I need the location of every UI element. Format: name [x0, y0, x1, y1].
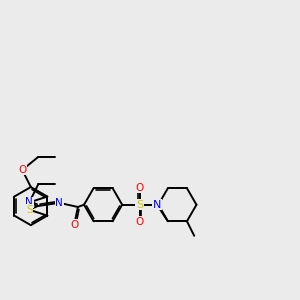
Text: O: O — [18, 165, 26, 175]
Text: O: O — [135, 217, 144, 226]
Text: S: S — [136, 200, 143, 210]
Text: N: N — [153, 200, 161, 210]
Text: N: N — [56, 198, 63, 208]
Text: O: O — [70, 220, 78, 230]
Text: O: O — [135, 183, 144, 193]
Text: S: S — [26, 205, 32, 215]
Text: N: N — [25, 197, 33, 207]
